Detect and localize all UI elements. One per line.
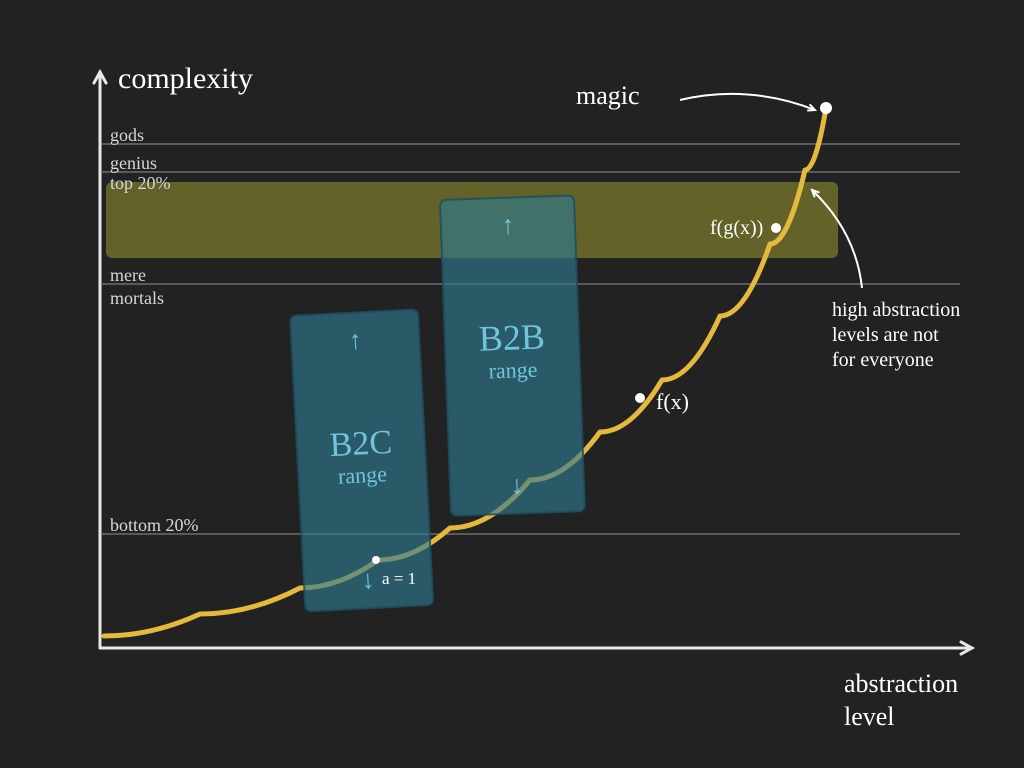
curve-label-0: a = 1 — [382, 568, 416, 589]
hline-label-4: bottom 20% — [110, 514, 199, 537]
b2b-arrow-up: ↑ — [501, 210, 515, 239]
curve-label-2: f(g(x)) — [710, 216, 763, 241]
b2b-arrow-down: ↓ — [510, 470, 524, 499]
hline-label-3: mere mortals — [110, 264, 164, 309]
b2c-label-main: B2C — [329, 424, 393, 464]
curve-label-1: f(x) — [656, 388, 689, 416]
annotation-1: high abstraction levels are not for ever… — [832, 298, 960, 373]
chart-canvas: ↑B2Crange↓↑B2Brange↓ godsgeniustop 20%me… — [0, 0, 1024, 768]
annotation-0: magic — [576, 80, 640, 113]
curve-dot-1 — [635, 393, 645, 403]
b2c-label-sub: range — [337, 461, 387, 489]
b2c-arrow-up: ↑ — [348, 325, 362, 355]
y-axis-label: complexity — [118, 60, 253, 98]
hline-label-2: top 20% — [110, 172, 171, 195]
curve-dot-2 — [771, 223, 781, 233]
b2b-range-box: ↑ B2Brange ↓ — [440, 195, 585, 515]
curve-dot-3 — [820, 102, 832, 114]
x-axis-label: abstraction level — [844, 668, 958, 733]
curve-dot-0 — [372, 556, 380, 564]
hline-label-0: gods — [110, 124, 144, 147]
chart-svg: ↑B2Crange↓↑B2Brange↓ — [0, 0, 1024, 768]
b2b-label-main: B2B — [478, 316, 545, 358]
b2c-range-box: ↑ B2Crange ↓ — [290, 309, 433, 611]
b2c-arrow-down: ↓ — [361, 565, 375, 595]
b2b-label-sub: range — [488, 357, 538, 384]
